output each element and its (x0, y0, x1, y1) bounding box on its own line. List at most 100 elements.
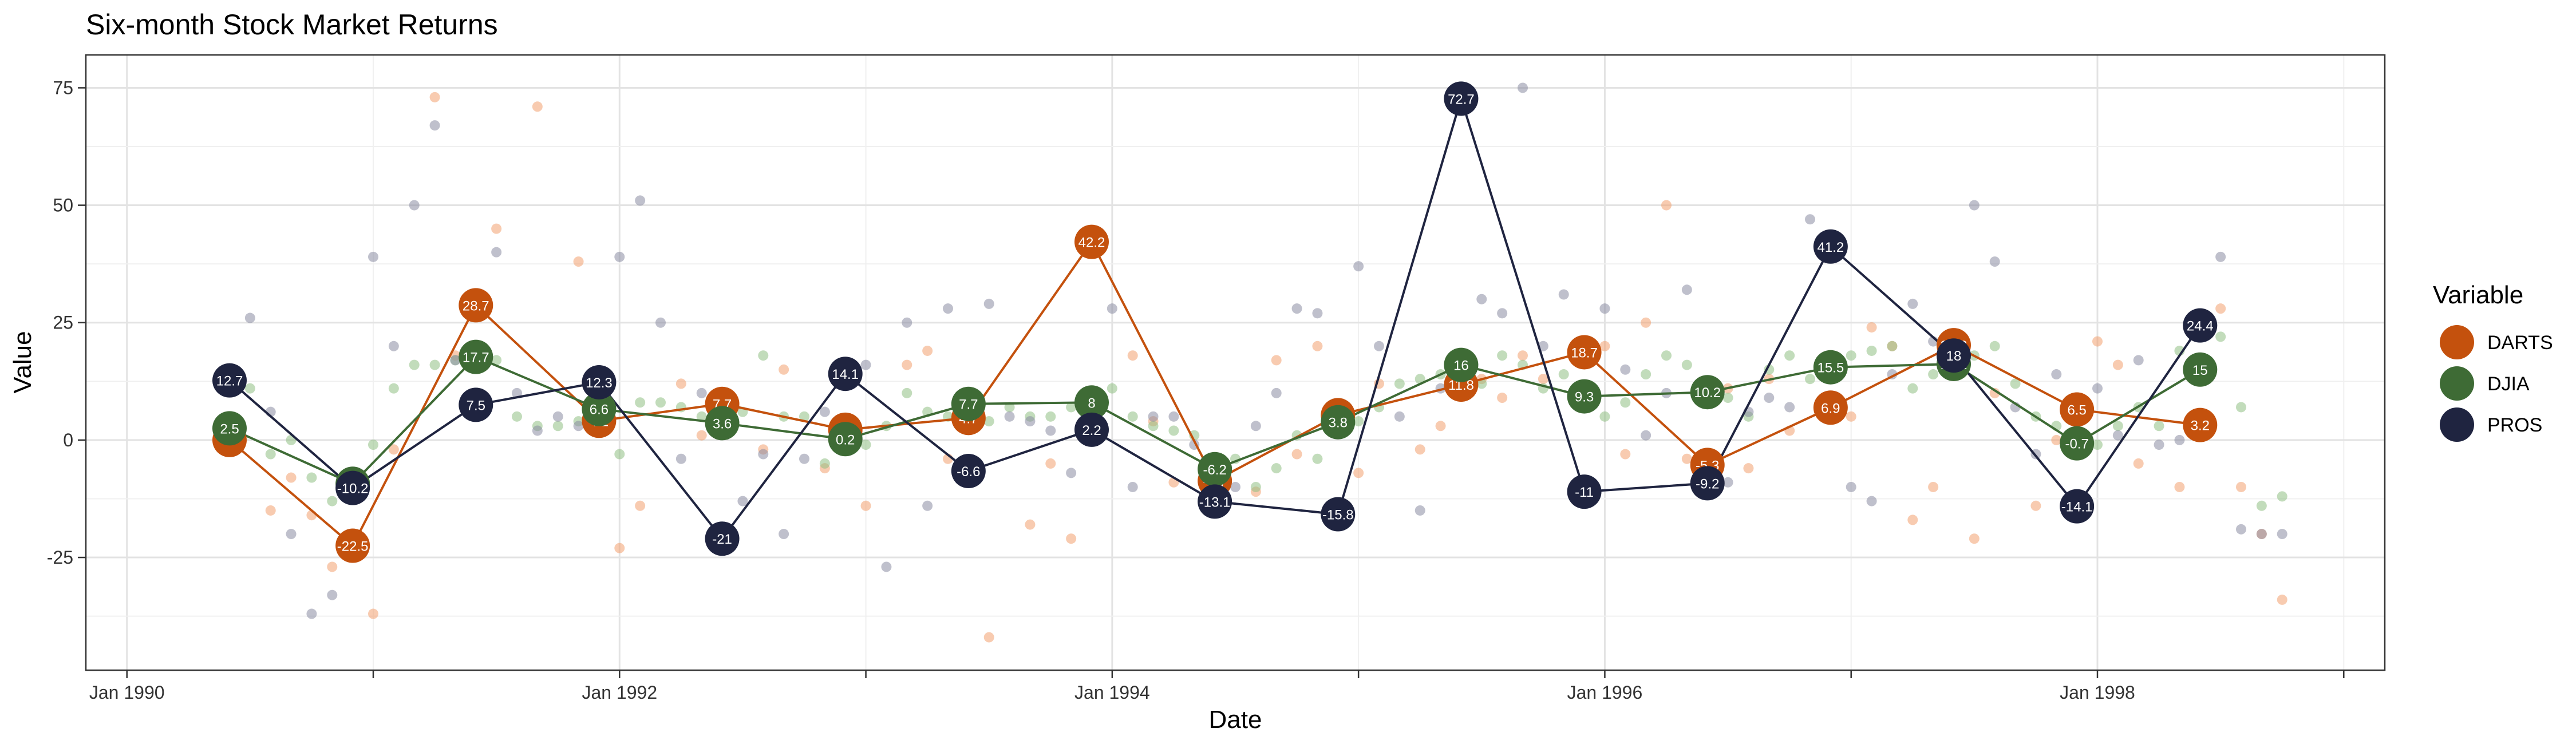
scatter-point-darts (1599, 341, 1610, 351)
scatter-point-djia (1045, 411, 1056, 422)
data-label-djia: 3.8 (1329, 415, 1348, 431)
scatter-point-darts (1312, 341, 1323, 351)
scatter-point-djia (2154, 421, 2164, 432)
scatter-point-darts (1066, 533, 1077, 544)
data-label-darts: -22.5 (337, 539, 369, 555)
data-point-pros (1321, 497, 1356, 532)
scatter-point-djia (1805, 374, 1815, 385)
scatter-point-djia (799, 411, 809, 422)
scatter-point-djia (409, 359, 420, 370)
scatter-point-djia (2277, 491, 2287, 502)
scatter-point-darts (1497, 393, 1508, 403)
scatter-point-pros (368, 251, 378, 262)
legend-title: Variable (2433, 281, 2523, 309)
y-tick-label: 25 (53, 312, 73, 333)
data-point-djia (1198, 452, 1232, 486)
scatter-point-pros (552, 411, 563, 422)
scatter-point-djia (1887, 341, 1898, 351)
scatter-point-djia (1722, 393, 1733, 403)
scatter-point-djia (758, 350, 769, 361)
scatter-point-djia (902, 387, 912, 398)
data-label-pros: 7.5 (467, 398, 485, 413)
data-point-djia (1567, 379, 1602, 414)
scatter-point-djia (1866, 345, 1877, 356)
data-point-pros (1690, 466, 1725, 501)
scatter-point-darts (573, 256, 584, 267)
scatter-point-djia (819, 458, 830, 469)
scatter-point-djia (1907, 383, 1918, 394)
legend-key-pros (2440, 407, 2474, 442)
legend-key-darts (2440, 325, 2474, 359)
scatter-point-darts (1928, 481, 1939, 492)
scatter-point-pros (286, 529, 297, 540)
scatter-point-pros (635, 195, 646, 206)
scatter-point-pros (1989, 256, 2000, 267)
scatter-point-djia (388, 383, 399, 394)
data-point-pros (1074, 412, 1109, 447)
chart-title: Six-month Stock Market Returns (86, 9, 498, 41)
data-point-djia (2183, 352, 2218, 387)
scatter-point-pros (758, 449, 769, 460)
scatter-point-pros (450, 355, 461, 366)
scatter-point-darts (1907, 515, 1918, 525)
data-point-pros (335, 470, 370, 505)
scatter-point-pros (1127, 481, 1138, 492)
scatter-point-darts (265, 505, 276, 516)
x-axis-title: Date (1209, 706, 1262, 734)
data-label-pros: -11 (1575, 485, 1594, 500)
scatter-point-djia (1312, 453, 1323, 464)
data-label-djia: 16 (1453, 358, 1469, 374)
scatter-point-djia (1107, 383, 1117, 394)
scatter-point-darts (1291, 449, 1302, 460)
data-label-djia: 7.7 (959, 397, 978, 413)
scatter-point-darts (1641, 317, 1652, 328)
scatter-point-pros (1312, 308, 1323, 319)
scatter-point-pros (1681, 284, 1692, 295)
data-point-pros (828, 357, 863, 391)
scatter-point-pros (409, 200, 420, 211)
data-point-pros (1937, 338, 1971, 373)
data-label-pros: 12.7 (216, 374, 243, 389)
y-axis-title: Value (9, 331, 37, 393)
scatter-point-pros (799, 453, 809, 464)
scatter-point-darts (902, 359, 912, 370)
scatter-point-darts (1045, 458, 1056, 469)
data-point-darts (1813, 390, 1848, 425)
scatter-point-djia (983, 416, 994, 427)
scatter-point-darts (286, 472, 297, 483)
y-tick-label: 0 (63, 430, 73, 450)
scatter-point-pros (1004, 411, 1015, 422)
scatter-point-pros (1230, 481, 1240, 492)
scatter-point-darts (1866, 322, 1877, 333)
data-label-darts: 28.7 (463, 298, 489, 314)
scatter-point-pros (429, 120, 440, 131)
scatter-point-pros (737, 496, 748, 506)
scatter-point-pros (1476, 294, 1487, 304)
scatter-point-darts (388, 444, 399, 455)
scatter-point-djia (1066, 402, 1077, 413)
scatter-point-darts (2277, 594, 2287, 605)
scatter-point-djia (1250, 481, 1261, 492)
data-point-pros (212, 363, 247, 398)
scatter-point-darts (1661, 200, 1672, 211)
data-point-pros (1198, 484, 1232, 519)
scatter-point-pros (1025, 416, 1036, 427)
y-tick-label: 75 (53, 77, 73, 98)
scatter-point-djia (512, 411, 522, 422)
monthly-scatter (244, 82, 2287, 643)
scatter-point-djia (2236, 402, 2246, 413)
x-tick-label: Jan 1992 (582, 682, 657, 703)
scatter-point-pros (1558, 289, 1569, 300)
scatter-point-pros (532, 425, 543, 436)
scatter-point-djia (860, 440, 871, 450)
legend-label-pros: PROS (2487, 414, 2542, 436)
data-label-pros: 2.2 (1082, 423, 1101, 438)
scatter-point-pros (327, 589, 338, 600)
scatter-point-djia (2112, 421, 2123, 432)
scatter-point-djia (368, 440, 378, 450)
scatter-point-darts (1969, 533, 1980, 544)
scatter-point-djia (614, 449, 625, 460)
scatter-point-pros (1641, 430, 1652, 441)
data-point-darts (2183, 407, 2218, 442)
